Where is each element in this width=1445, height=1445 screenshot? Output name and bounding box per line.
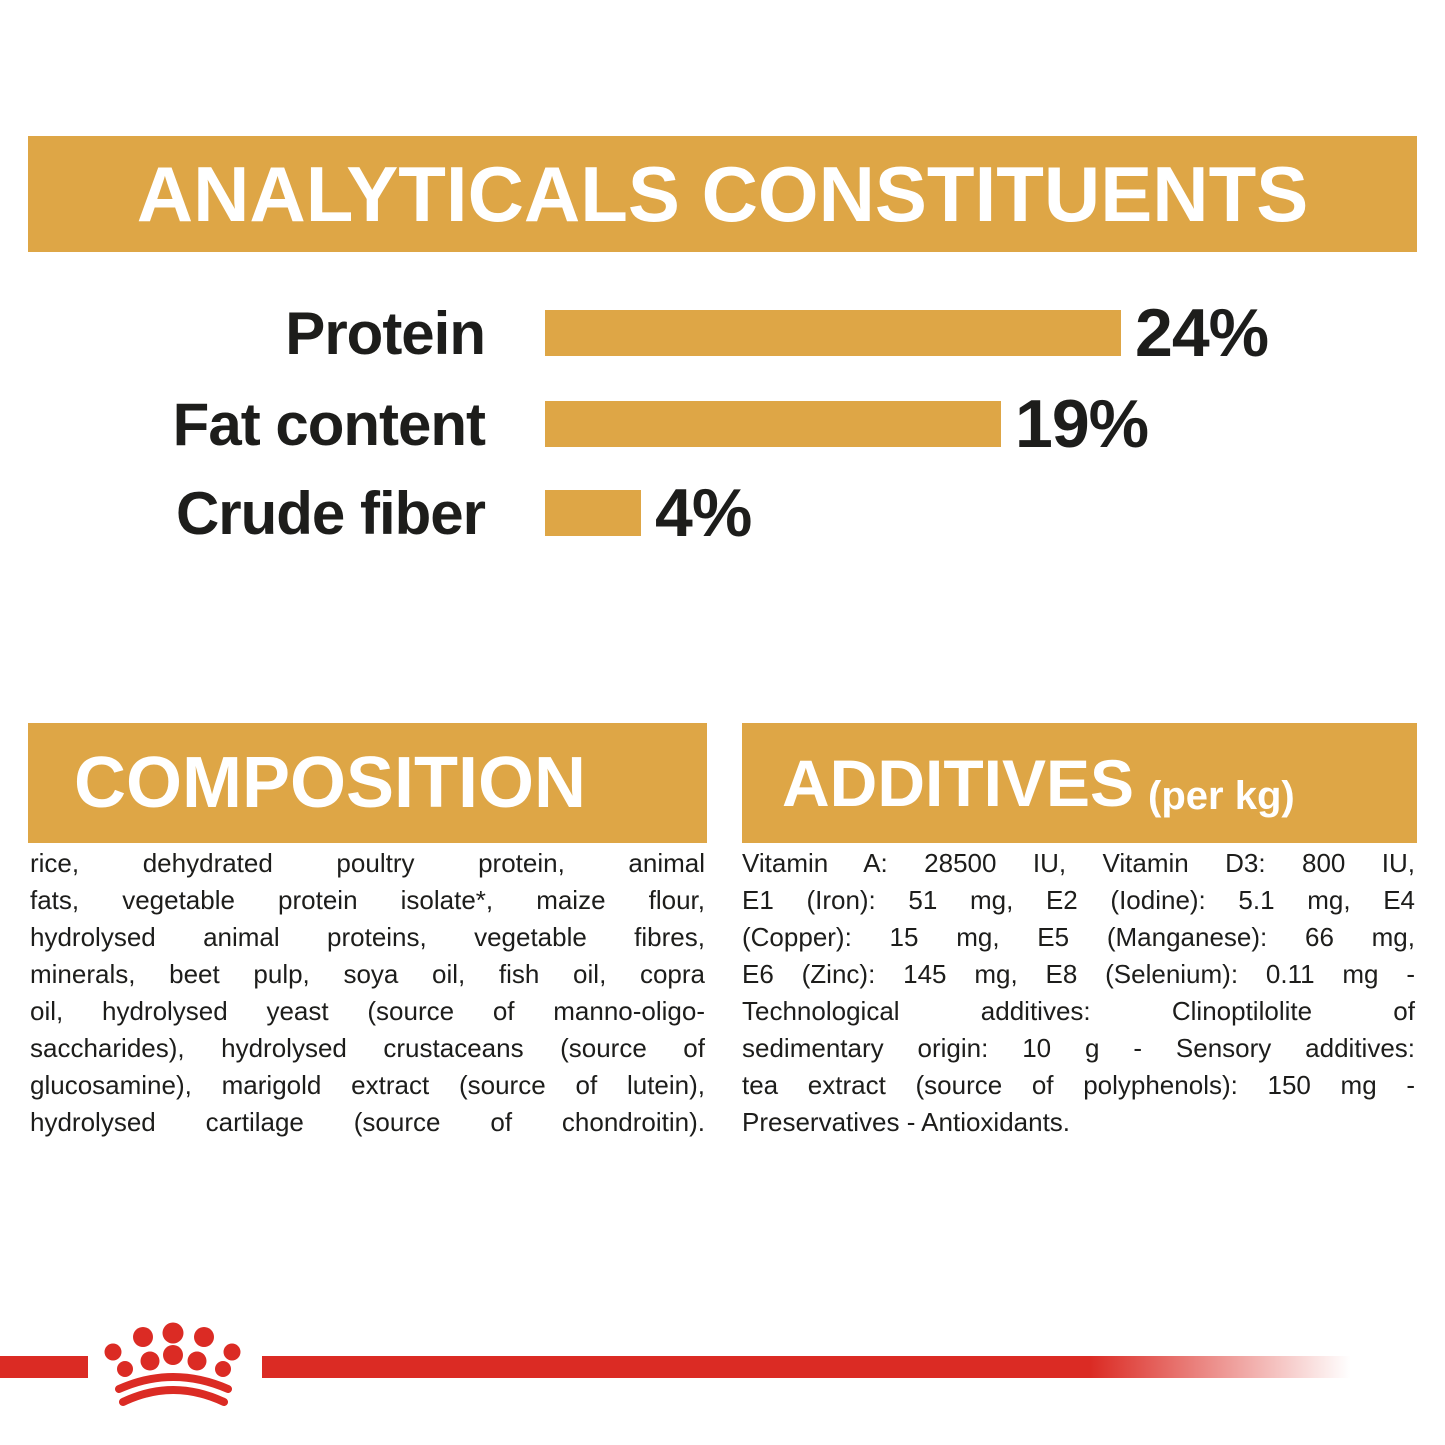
analyticals-banner: ANALYTICALS CONSTITUENTS: [28, 136, 1417, 252]
chart-value-label: 4%: [655, 475, 752, 551]
composition-text: rice, dehydrated poultry protein, animal…: [30, 845, 705, 1141]
additives-text-line: (Copper): 15 mg, E5 (Manganese): 66 mg,: [742, 922, 1415, 952]
additives-text-line: Technological additives: Clinoptilolite …: [742, 996, 1415, 1026]
additives-text-line: E1 (Iron): 51 mg, E2 (Iodine): 5.1 mg, E…: [742, 885, 1415, 915]
chart-row-protein: Protein 24%: [0, 295, 1269, 371]
composition-text-line: minerals, beet pulp, soya oil, fish oil,…: [30, 959, 705, 989]
chart-value-label: 19%: [1015, 386, 1149, 462]
chart-label: Fat content: [172, 390, 486, 458]
composition-text-line: oil, hydrolysed yeast (source of manno-o…: [30, 996, 705, 1026]
composition-banner: COMPOSITION: [28, 723, 707, 843]
chart-bar: [545, 310, 1121, 356]
additives-text-line: Preservatives - Antioxidants.: [742, 1107, 1071, 1137]
chart-label: Crude fiber: [175, 479, 486, 547]
chart-value-label: 24%: [1135, 295, 1269, 371]
composition-text-line: hydrolysed animal proteins, vegetable fi…: [30, 922, 705, 952]
composition-title: COMPOSITION: [74, 743, 587, 823]
additives-title: ADDITIVES: [782, 746, 1135, 820]
additives-text-line: Vitamin A: 28500 IU, Vitamin D3: 800 IU,: [742, 848, 1415, 878]
red-stripe-right: [262, 1356, 1445, 1378]
additives-text: Vitamin A: 28500 IU, Vitamin D3: 800 IU,…: [742, 845, 1415, 1141]
additives-title-suffix: (per kg): [1148, 773, 1295, 818]
additives-text-line: E6 (Zinc): 145 mg, E8 (Selenium): 0.11 m…: [742, 959, 1415, 989]
additives-banner: ADDITIVES (per kg): [742, 723, 1417, 843]
chart-row-crude-fiber: Crude fiber 4%: [0, 475, 752, 551]
composition-text-line: glucosamine), marigold extract (source o…: [30, 1070, 705, 1100]
composition-text-line: hydrolysed cartilage (source of chondroi…: [30, 1107, 705, 1137]
royal-canin-crown-icon: [104, 1322, 241, 1406]
analyticals-title: ANALYTICALS CONSTITUENTS: [136, 149, 1309, 238]
composition-text-line: saccharides), hydrolysed crustaceans (so…: [30, 1033, 705, 1063]
additives-text-line: tea extract (source of polyphenols): 150…: [742, 1070, 1415, 1100]
composition-text-line: rice, dehydrated poultry protein, animal: [30, 848, 705, 878]
chart-bar: [545, 490, 641, 536]
additives-text-line: sedimentary origin: 10 g - Sensory addit…: [742, 1033, 1415, 1063]
chart-label: Protein: [285, 299, 486, 367]
chart-bar: [545, 401, 1001, 447]
red-stripe-left: [0, 1356, 88, 1378]
composition-text-line: fats, vegetable protein isolate*, maize …: [30, 885, 705, 915]
chart-row-fat-content: Fat content 19%: [0, 386, 1149, 462]
